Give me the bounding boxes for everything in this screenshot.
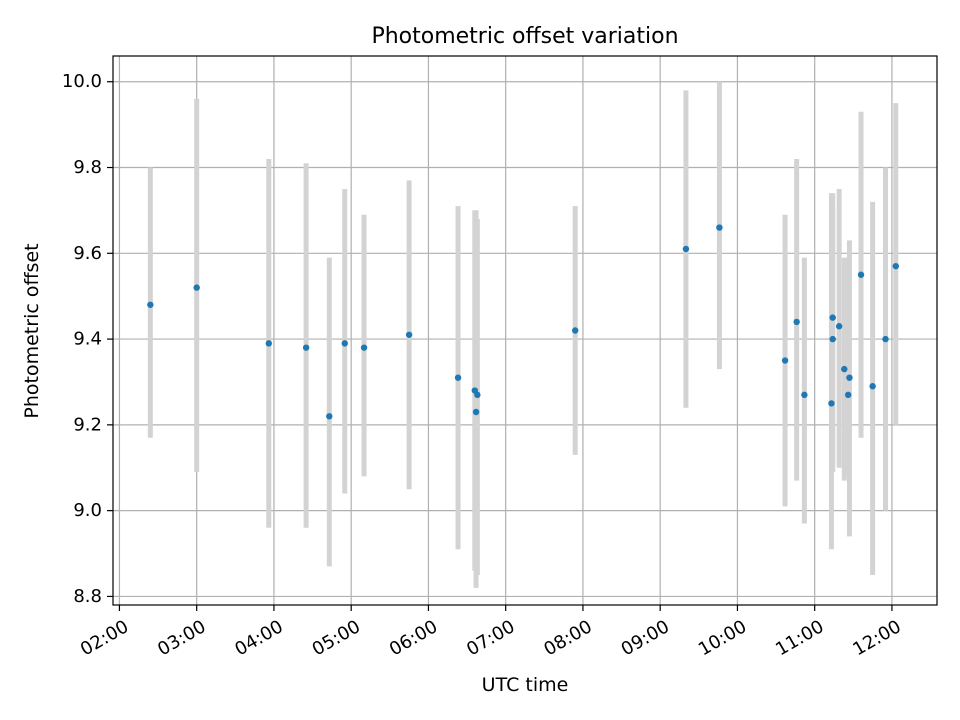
data-point — [360, 344, 368, 351]
x-axis-ticks: 02:00 03:00 04:00 05:00 06:00 07:00 08:00 09:00… — [77, 605, 905, 660]
x-tick-label: 05:00 — [309, 616, 364, 660]
y-tick-label: 9.4 — [73, 329, 102, 350]
data-point — [193, 284, 200, 291]
data-point — [472, 408, 480, 416]
x-axis-label: UTC time — [482, 674, 569, 696]
data-point — [326, 413, 333, 420]
plot-frame — [112, 55, 938, 606]
x-tick-label: 06:00 — [386, 616, 441, 660]
grid — [113, 56, 937, 605]
data-point — [846, 374, 853, 381]
data-point — [841, 365, 848, 373]
data-point — [857, 271, 865, 278]
data-point — [302, 344, 310, 351]
x-tick-label: 04:00 — [231, 616, 286, 660]
data-point — [781, 357, 789, 364]
data-point — [844, 391, 852, 399]
data-point — [892, 262, 899, 270]
y-tick-label: 8.8 — [73, 586, 102, 607]
chart-title: Photometric offset variation — [371, 24, 678, 49]
data-point — [882, 335, 889, 343]
y-tick-label: 9.6 — [73, 243, 102, 264]
x-tick-label: 09:00 — [618, 616, 673, 660]
data-point — [793, 318, 800, 326]
data-point — [405, 331, 413, 338]
data-point — [835, 323, 843, 330]
data-point — [716, 224, 723, 231]
data-point — [265, 340, 272, 347]
x-tick-label: 07:00 — [463, 616, 518, 660]
y-axis-ticks: 8.8 9.0 9.2 9.4 9.6 9.8 10.0 — [62, 71, 113, 607]
errorbars — [147, 81, 899, 588]
data-point — [454, 374, 462, 381]
x-tick-label: 03:00 — [154, 616, 209, 660]
data-point — [869, 383, 876, 390]
data-point — [829, 335, 836, 343]
data-point — [828, 400, 835, 407]
data-point — [147, 301, 154, 308]
y-tick-label: 9.2 — [73, 414, 102, 435]
x-tick-label: 12:00 — [849, 616, 904, 660]
data-point — [829, 314, 836, 321]
data-point — [474, 391, 481, 399]
y-tick-label: 9.8 — [73, 157, 102, 178]
x-tick-label: 02:00 — [77, 616, 132, 660]
data-point — [682, 245, 690, 253]
y-tick-label: 10.0 — [62, 71, 102, 92]
data-point — [801, 391, 808, 399]
y-axis-label: Photometric offset — [21, 243, 43, 418]
x-tick-label: 10:00 — [695, 616, 750, 660]
data-points — [147, 224, 899, 420]
x-tick-label: 11:00 — [772, 616, 827, 660]
x-tick-label: 08:00 — [540, 616, 595, 660]
data-point — [572, 327, 579, 334]
y-tick-label: 9.0 — [73, 500, 102, 521]
data-point — [341, 340, 348, 347]
